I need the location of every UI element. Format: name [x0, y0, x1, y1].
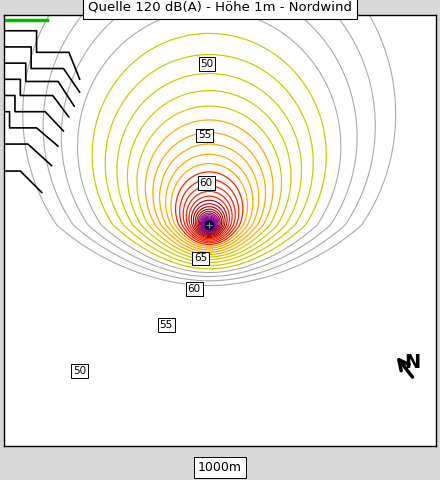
Text: 50: 50 — [73, 366, 86, 376]
Text: 50: 50 — [201, 59, 213, 69]
Text: 1000m: 1000m — [198, 461, 242, 474]
Text: 65: 65 — [194, 253, 207, 264]
Text: 55: 55 — [198, 131, 212, 141]
Text: N: N — [404, 352, 420, 372]
Text: 55: 55 — [159, 320, 172, 330]
Text: 60: 60 — [187, 284, 201, 294]
Title: Quelle 120 dB(A) - Höhe 1m - Nordwind: Quelle 120 dB(A) - Höhe 1m - Nordwind — [88, 0, 352, 13]
Text: 60: 60 — [200, 178, 213, 188]
